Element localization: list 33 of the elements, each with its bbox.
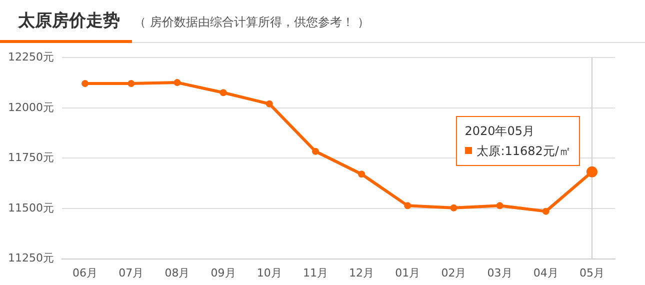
point [542, 208, 550, 215]
annotation: :11682元/㎡ [500, 142, 571, 160]
x-tick-label: 08月 [164, 266, 190, 280]
chart-title: 太原房价走势 [0, 9, 132, 43]
chart-subtitle: （ 房价数据由综合计算所得，供您参考！ ） [134, 14, 370, 31]
x-tick-label: 09月 [210, 266, 236, 280]
point [128, 80, 135, 88]
x-tick-label: 12月 [349, 266, 374, 280]
x-tick-label: 02月 [441, 266, 466, 280]
point [450, 204, 458, 212]
y-tick-label: 11500元 [8, 201, 54, 214]
point [220, 89, 227, 96]
x-tick-label: 03月 [487, 266, 512, 280]
annotation: 2020年05月 [464, 122, 536, 140]
x-tick-label: 05月 [579, 266, 604, 280]
point [174, 79, 181, 86]
y-tick-label: 12250元 [8, 50, 54, 64]
point [358, 170, 366, 178]
point [312, 148, 319, 155]
point [82, 80, 89, 88]
x-tick-label: 10月 [256, 266, 282, 280]
point [266, 100, 273, 108]
x-tick-label: 06月 [72, 266, 98, 280]
x-tick-label: 04月 [533, 266, 558, 280]
x-tick-label: 07月 [118, 266, 144, 280]
legend-label: 太原 [476, 142, 501, 160]
y-tick-label: 12000元 [8, 100, 54, 114]
y-tick-label: 11250元 [8, 252, 54, 265]
x-tick-label: 01月 [395, 266, 420, 280]
point [404, 202, 412, 210]
point [496, 202, 504, 210]
x-tick-label: 11月 [302, 266, 328, 280]
y-tick-label: 11750元 [8, 151, 54, 164]
